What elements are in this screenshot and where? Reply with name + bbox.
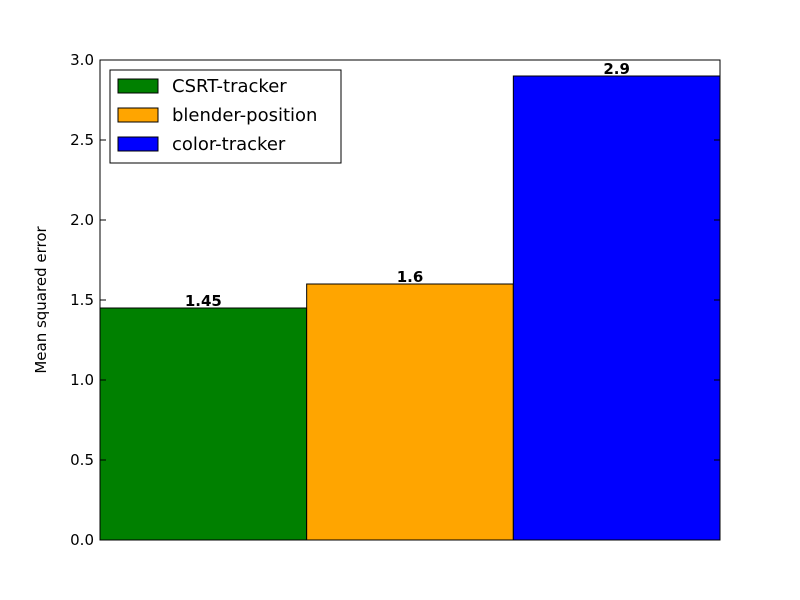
plot-frame — [99, 59, 721, 541]
y-tick-label: 1.0 — [70, 371, 94, 389]
y-tick-label: 2.0 — [70, 211, 94, 229]
bar-color-tracker — [512, 75, 721, 541]
legend-label-blender-position: blender-position — [172, 105, 317, 126]
legend-swatch-blender-position — [117, 107, 159, 123]
y-axis-title: Mean squared error — [32, 225, 50, 373]
bar-value-label-csrt-tracker: 1.45 — [185, 292, 222, 310]
legend-swatch-color-tracker — [117, 136, 159, 152]
y-tick-label: 0.5 — [70, 451, 94, 469]
y-axis-ticks: 0.0 0.5 1.0 1.5 2.0 2.5 3.0 — [70, 51, 720, 549]
legend-label-color-tracker: color-tracker — [172, 134, 286, 155]
legend-items: CSRT-tracker blender-position color-tracke… — [117, 76, 317, 155]
y-tick-label: 2.5 — [70, 131, 94, 149]
legend-swatch-csrt-tracker — [117, 78, 159, 94]
legend: CSRT-tracker blender-position color-tracke… — [109, 69, 342, 164]
bar-blender-position — [306, 283, 514, 541]
bar-csrt-tracker — [99, 307, 308, 541]
y-tick-label: 0.0 — [70, 531, 94, 549]
bar-value-label-blender-position: 1.6 — [397, 268, 424, 286]
y-tick-label: 3.0 — [70, 51, 94, 69]
y-tick-label: 1.5 — [70, 291, 94, 309]
legend-label-csrt-tracker: CSRT-tracker — [172, 76, 287, 97]
bars-layer: 1.45 1.6 2.9 — [99, 60, 721, 541]
bar-value-label-color-tracker: 2.9 — [603, 60, 630, 78]
